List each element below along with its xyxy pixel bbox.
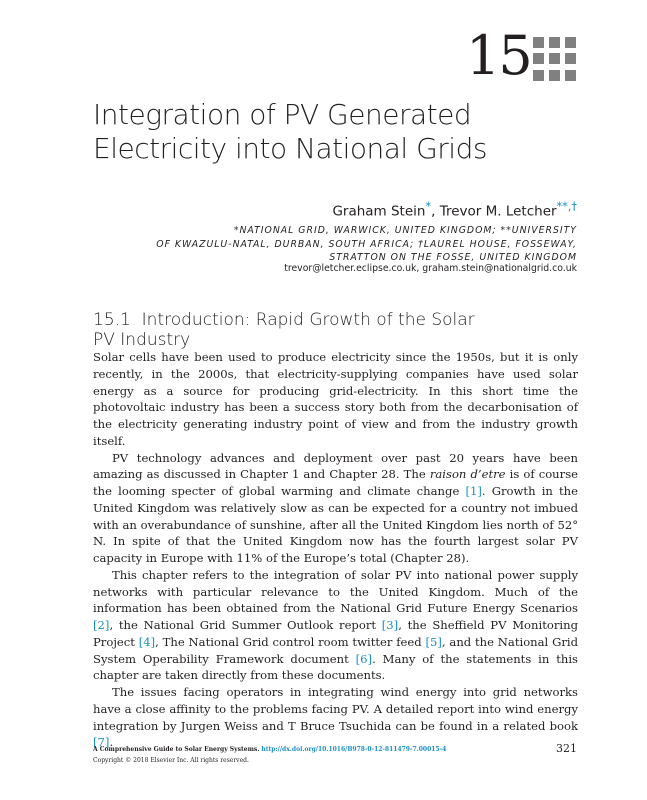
separator: , xyxy=(431,203,440,220)
chapter-grid-icon xyxy=(533,37,577,81)
citation-link[interactable]: [2] xyxy=(93,618,110,632)
title-line: Electricity into National Grids xyxy=(93,132,487,165)
text-run: . xyxy=(109,735,114,750)
paragraph: PV technology advances and deployment ov… xyxy=(93,450,578,567)
affiliation-line: *NATIONAL GRID, WARWICK, UNITED KINGDOM;… xyxy=(233,225,577,236)
author: Trevor M. Letcher xyxy=(439,203,557,220)
paragraph: The issues facing operators in integrati… xyxy=(93,684,578,751)
body-text: Solar cells have been used to produce el… xyxy=(93,349,578,751)
affiliation-mark[interactable]: **,† xyxy=(556,200,577,213)
text-run: . Growth in the United Kingdom was relat… xyxy=(93,484,578,565)
section-number: 15.1 xyxy=(93,310,131,330)
citation-link[interactable]: [7] xyxy=(93,735,110,750)
author: Graham Stein xyxy=(332,203,426,220)
text-run: The issues facing operators in integrati… xyxy=(93,685,578,733)
citation-link[interactable]: [6] xyxy=(355,651,373,666)
text-run: , and the National Grid System Operabili… xyxy=(93,634,578,666)
citation-link[interactable]: [5] xyxy=(425,634,442,649)
section-title-line: PV Industry xyxy=(93,330,191,350)
citation-link[interactable]: [3] xyxy=(381,618,399,632)
book-title: A Comprehensive Guide to Solar Energy Sy… xyxy=(93,746,260,753)
title-line: Integration of PV Generated xyxy=(93,98,472,131)
doi-link[interactable]: http://dx.doi.org/10.1016/B978-0-12-8114… xyxy=(261,746,447,753)
text-run: This chapter refers to the integration o… xyxy=(93,567,578,616)
paragraph: Solar cells have been used to produce el… xyxy=(93,349,578,450)
section-title-line: Introduction: Rapid Growth of the Solar xyxy=(141,310,475,330)
copyright: Copyright © 2018 Elsevier Inc. All right… xyxy=(93,757,249,764)
page-number: 321 xyxy=(556,742,577,755)
affiliation-line: STRATTON ON THE FOSSE, UNITED KINGDOM xyxy=(329,252,577,264)
footer: A Comprehensive Guide to Solar Energy Sy… xyxy=(93,744,446,766)
text-run: , The National Grid control room twitter… xyxy=(155,634,426,649)
text-run: , the National Grid Summer Outlook repor… xyxy=(109,618,382,632)
citation-link[interactable]: [1] xyxy=(465,484,482,498)
affiliation-line: OF KWAZULU-NATAL, DURBAN, SOUTH AFRICA; … xyxy=(156,238,577,250)
authors: Graham Stein*, Trevor M. Letcher**,† xyxy=(332,200,577,220)
section-heading: 15.1 Introduction: Rapid Growth of the S… xyxy=(93,310,513,350)
affiliation-mark[interactable]: * xyxy=(425,200,432,213)
italic-text: raison d’etre xyxy=(429,467,506,482)
text-run: Solar cells have been used to produce el… xyxy=(93,350,578,448)
paragraph: This chapter refers to the integration o… xyxy=(93,567,578,684)
affiliations: *NATIONAL GRID, WARWICK, UNITED KINGDOM;… xyxy=(107,224,577,265)
text-run: PV technology advances and deployment ov… xyxy=(93,450,578,482)
chapter-title: Integration of PV Generated Electricity … xyxy=(93,98,487,166)
text-run: . Many of the statements in this chapter… xyxy=(93,651,578,683)
emails[interactable]: trevor@letcher.eclipse.co.uk, graham.ste… xyxy=(284,263,577,274)
text-run: , the Sheffield PV Monitoring Project xyxy=(93,618,578,649)
chapter-number: 15 xyxy=(466,24,533,87)
citation-link[interactable]: [4] xyxy=(138,634,156,649)
text-run: is of course the looming specter of glob… xyxy=(93,467,579,498)
